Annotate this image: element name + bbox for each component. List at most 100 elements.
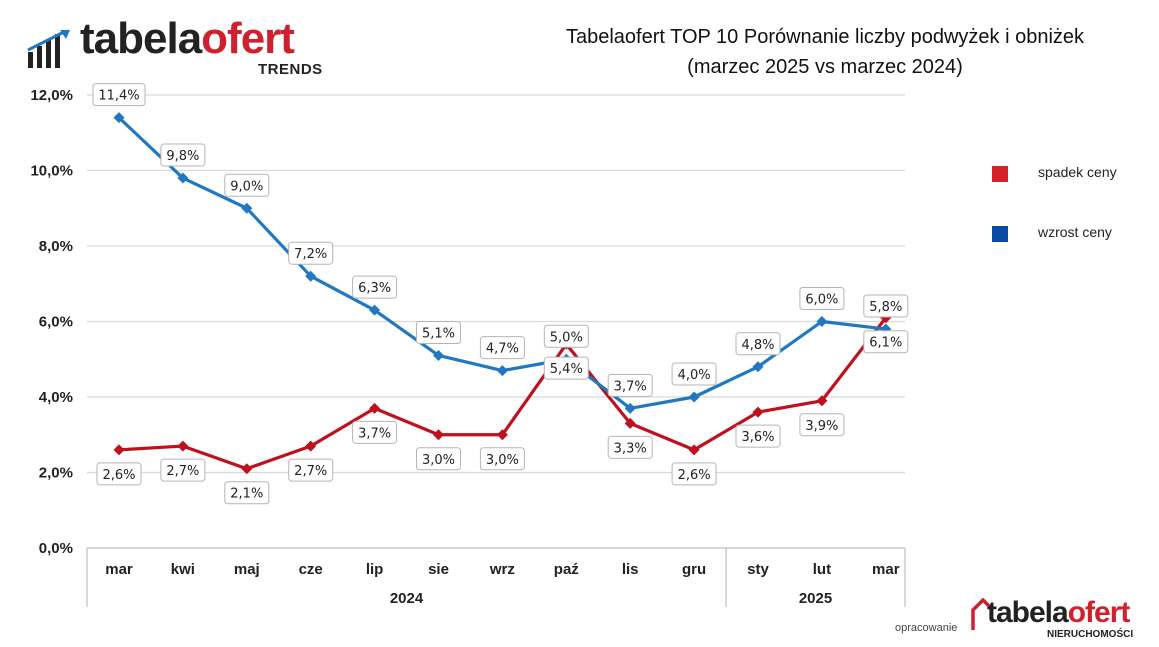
y-tick-label: 8,0% bbox=[39, 238, 73, 255]
data-label: 11,4% bbox=[98, 89, 139, 104]
y-tick-label: 0,0% bbox=[39, 540, 73, 557]
data-point-marker bbox=[305, 440, 317, 452]
x-tick-label: wrz bbox=[489, 561, 515, 578]
data-label: 5,1% bbox=[422, 326, 455, 341]
tabelaofert-trends-logo: tabelaofert TRENDS bbox=[26, 14, 346, 82]
y-tick-label: 10,0% bbox=[30, 163, 73, 180]
x-tick-label: lis bbox=[622, 561, 639, 578]
legend-label-wzrost: wzrost ceny bbox=[1038, 224, 1112, 240]
legend-swatch-spadek bbox=[992, 166, 1008, 182]
data-point-marker bbox=[816, 316, 828, 327]
data-label-box bbox=[160, 143, 206, 167]
x-tick-label: lip bbox=[366, 561, 384, 578]
data-label-box bbox=[288, 241, 334, 265]
data-label: 5,4% bbox=[550, 362, 583, 377]
credit-prefix: opracowanie bbox=[895, 622, 958, 634]
data-label-box bbox=[352, 420, 398, 444]
data-point-marker bbox=[177, 172, 189, 184]
data-label-box bbox=[543, 324, 589, 348]
legend-swatch-wzrost bbox=[992, 226, 1008, 242]
data-label: 3,7% bbox=[358, 426, 391, 441]
data-label-box bbox=[416, 447, 461, 471]
data-label-box bbox=[224, 481, 270, 505]
x-tick-label: maj bbox=[234, 561, 260, 578]
data-label: 4,0% bbox=[678, 368, 711, 383]
house-icon bbox=[971, 598, 993, 630]
x-tick-label: paź bbox=[554, 561, 579, 578]
data-label-box bbox=[543, 356, 589, 380]
data-point-marker bbox=[816, 395, 828, 407]
data-point-marker bbox=[369, 304, 381, 316]
data-label-box bbox=[799, 287, 845, 310]
y-tick-label: 12,0% bbox=[30, 87, 73, 104]
chart-title-line1: Tabelaofert TOP 10 Porównanie liczby pod… bbox=[565, 26, 1085, 48]
data-label-box bbox=[479, 336, 525, 360]
data-point-marker bbox=[624, 402, 636, 414]
data-label-box bbox=[863, 294, 909, 318]
data-label: 3,0% bbox=[422, 453, 455, 468]
x-tick-label: sty bbox=[747, 561, 769, 578]
data-label: 3,0% bbox=[486, 453, 519, 468]
data-point-marker bbox=[688, 391, 700, 403]
series-line-1 bbox=[117, 116, 886, 410]
chart-title-line2: (marzec 2025 vs marzec 2024) bbox=[687, 56, 963, 78]
credit-logo-main: tabela bbox=[987, 596, 1069, 629]
data-label-box bbox=[92, 83, 146, 107]
data-point-marker bbox=[433, 349, 444, 361]
data-point-marker bbox=[752, 361, 764, 373]
data-label: 2,6% bbox=[102, 468, 135, 483]
data-label: 4,7% bbox=[486, 342, 519, 357]
data-label: 2,7% bbox=[294, 464, 327, 479]
data-label: 5,8% bbox=[869, 300, 902, 315]
data-label: 9,0% bbox=[230, 179, 263, 194]
year-group-label: 2024 bbox=[390, 590, 424, 607]
data-label-box bbox=[288, 458, 334, 482]
data-point-marker bbox=[305, 270, 317, 282]
x-tick-label: cze bbox=[299, 561, 323, 578]
data-label-box bbox=[863, 330, 909, 354]
data-label-box bbox=[735, 332, 781, 356]
data-label: 7,2% bbox=[294, 247, 327, 262]
logo-wordmark: tabelaofert bbox=[80, 14, 295, 64]
credit-block: opracowanie tabelaofert NIERUCHOMOŚCI bbox=[895, 596, 1145, 640]
data-label: 2,6% bbox=[678, 468, 711, 483]
y-tick-label: 6,0% bbox=[39, 314, 73, 331]
data-label: 9,8% bbox=[166, 149, 199, 164]
x-tick-label: gru bbox=[682, 561, 706, 578]
data-label-box bbox=[671, 462, 717, 486]
data-label: 3,3% bbox=[614, 441, 647, 456]
logo-accent-text: ofert bbox=[201, 14, 295, 63]
data-point-marker bbox=[688, 444, 700, 456]
data-label-box bbox=[352, 275, 398, 299]
data-label-box bbox=[671, 362, 717, 386]
year-group-label: 2025 bbox=[799, 590, 832, 607]
data-label: 5,0% bbox=[550, 330, 583, 345]
data-label: 6,0% bbox=[805, 293, 838, 308]
credit-logo-accent: ofert bbox=[1067, 596, 1131, 629]
data-label-box bbox=[479, 447, 525, 471]
data-label-box bbox=[160, 458, 206, 482]
data-label-box bbox=[735, 424, 781, 448]
data-label: 3,9% bbox=[805, 419, 838, 434]
data-label: 2,7% bbox=[166, 464, 199, 479]
y-tick-label: 4,0% bbox=[39, 389, 73, 406]
x-tick-label: lut bbox=[813, 561, 831, 578]
data-point-marker bbox=[113, 112, 125, 124]
data-label: 6,1% bbox=[869, 336, 902, 351]
data-point-marker bbox=[496, 365, 508, 377]
data-point-marker bbox=[752, 406, 764, 418]
x-tick-label: kwi bbox=[171, 561, 195, 578]
data-point-marker bbox=[241, 202, 253, 214]
data-label: 3,7% bbox=[614, 379, 647, 394]
credit-logo-wordmark: tabelaofert bbox=[987, 596, 1131, 630]
y-tick-label: 2,0% bbox=[39, 465, 73, 482]
x-tick-label: sie bbox=[428, 561, 449, 578]
data-point-marker bbox=[433, 429, 444, 441]
data-point-marker bbox=[369, 402, 381, 414]
data-point-marker bbox=[496, 429, 508, 441]
data-label-box bbox=[96, 462, 142, 486]
data-point-marker bbox=[241, 463, 253, 475]
data-label: 4,8% bbox=[741, 338, 774, 353]
x-tick-label: mar bbox=[872, 561, 900, 578]
